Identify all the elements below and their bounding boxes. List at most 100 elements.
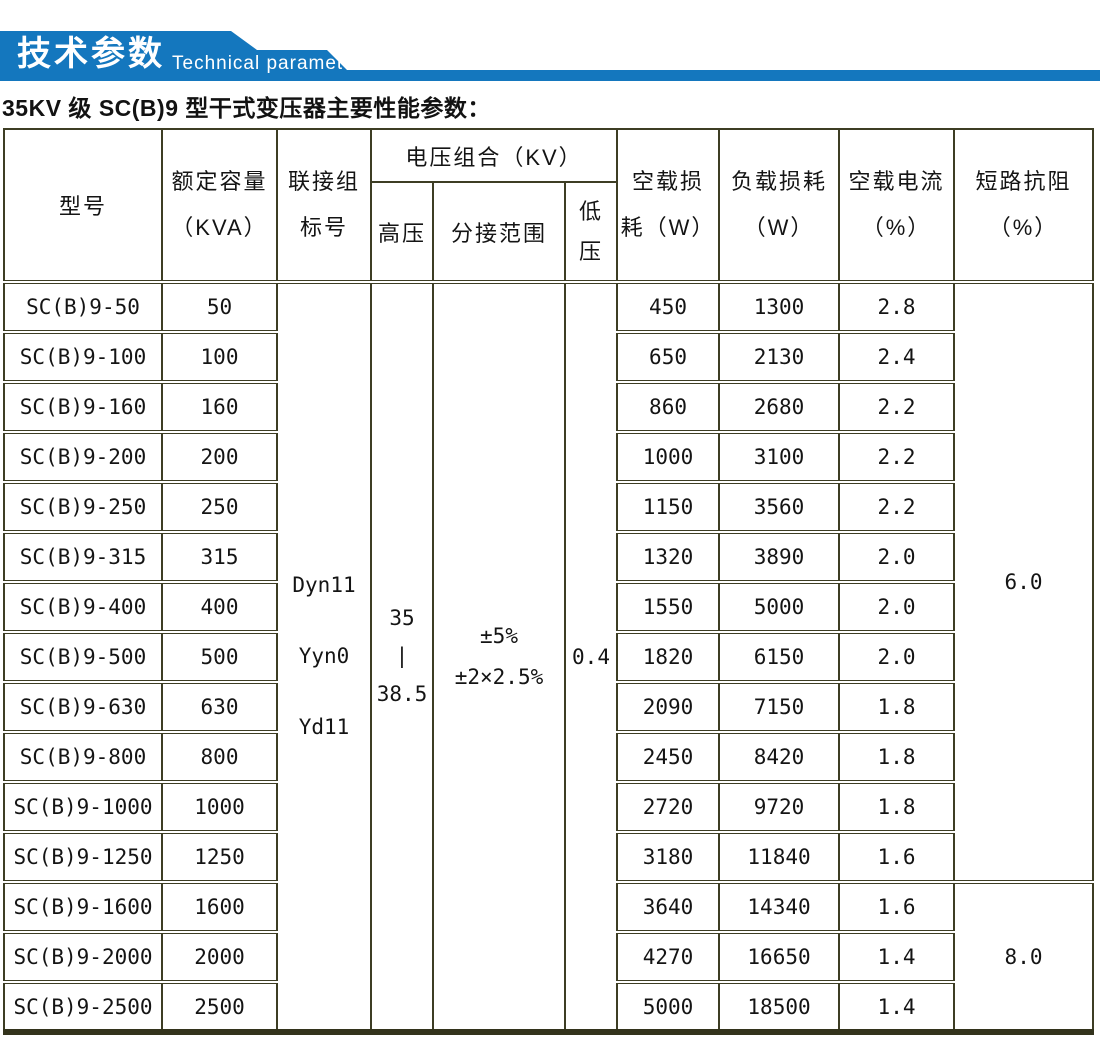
table-row: SC(B)9-50 50 Dyn11 Yyn0 Yd11 35 | 38.5 ±… bbox=[3, 280, 1095, 1034]
cell-model: SC(B)9-1600 bbox=[3, 880, 163, 934]
cell-no-load-loss: 650 bbox=[616, 330, 721, 384]
cell-no-load-current: 1.8 bbox=[838, 780, 956, 834]
cell-no-load-current: 2.8 bbox=[838, 280, 956, 334]
cell-capacity: 400 bbox=[161, 580, 278, 634]
col-header-hv-label: 高压 bbox=[377, 220, 426, 246]
cell-capacity: 250 bbox=[161, 480, 278, 534]
cell-capacity: 160 bbox=[161, 380, 278, 434]
col-header-voltage-combo: 电压组合（KV） bbox=[369, 128, 619, 183]
cell-no-load-loss: 2720 bbox=[616, 780, 721, 834]
col-header-capacity: 额定容量 （KVA） bbox=[161, 128, 278, 283]
col-header-connection: 联接组 标号 bbox=[276, 128, 372, 283]
cell-no-load-current: 2.0 bbox=[838, 630, 956, 684]
hv-value-line2: | bbox=[395, 644, 409, 668]
cell-capacity: 800 bbox=[161, 730, 278, 784]
tap-value-line1: ±5% bbox=[480, 623, 518, 648]
cell-no-load-loss: 5000 bbox=[616, 980, 721, 1034]
col-header-hv: 高压 bbox=[370, 181, 434, 283]
cell-capacity: 1000 bbox=[161, 780, 278, 834]
cell-capacity: 100 bbox=[161, 330, 278, 384]
col-header-impedance: 短路抗阻 （%） bbox=[953, 128, 1095, 283]
table-row: SC(B)9-500 500 1820 6150 2.0 bbox=[3, 630, 1093, 684]
cell-lv-voltage: 0.4 bbox=[563, 280, 619, 1034]
cell-model: SC(B)9-500 bbox=[3, 630, 163, 684]
col-header-load-loss-line1: 负载损耗 bbox=[731, 169, 828, 194]
col-header-model: 型号 bbox=[3, 128, 163, 283]
col-header-load-loss-line2: （W） bbox=[743, 215, 815, 240]
table-row: SC(B)9-1250 1250 3180 11840 1.6 bbox=[3, 830, 1093, 884]
cell-capacity: 200 bbox=[161, 430, 278, 484]
cell-no-load-current: 2.0 bbox=[838, 580, 956, 634]
hv-value-line3: 38.5 bbox=[376, 682, 428, 706]
cell-capacity: 2500 bbox=[161, 980, 278, 1034]
cell-capacity: 500 bbox=[161, 630, 278, 684]
cell-model: SC(B)9-2500 bbox=[3, 980, 163, 1034]
cell-no-load-current: 2.2 bbox=[838, 480, 956, 534]
banner: 技术参数 Technical parameter bbox=[0, 31, 1100, 81]
col-header-no-load-current-line1: 空载电流 bbox=[848, 169, 945, 194]
cell-model: SC(B)9-1250 bbox=[3, 830, 163, 884]
cell-model: SC(B)9-2000 bbox=[3, 930, 163, 984]
cell-capacity: 50 bbox=[161, 280, 278, 334]
cell-no-load-loss: 450 bbox=[616, 280, 721, 334]
cell-capacity: 315 bbox=[161, 530, 278, 584]
col-header-lv-line2: 压 bbox=[579, 238, 604, 264]
col-header-load-loss: 负载损耗 （W） bbox=[718, 128, 841, 283]
cell-model: SC(B)9-100 bbox=[3, 330, 163, 384]
cell-no-load-loss: 860 bbox=[616, 380, 721, 434]
cell-no-load-loss: 1820 bbox=[616, 630, 721, 684]
cell-connection-group: Dyn11 Yyn0 Yd11 bbox=[276, 280, 372, 1034]
banner-ribbon-shape bbox=[0, 31, 1100, 81]
col-header-no-load-current: 空载电流 （%） bbox=[838, 128, 956, 283]
cell-no-load-loss: 1320 bbox=[616, 530, 721, 584]
cell-load-loss: 2130 bbox=[718, 330, 841, 384]
cell-capacity: 630 bbox=[161, 680, 278, 734]
cell-model: SC(B)9-50 bbox=[3, 280, 163, 334]
cell-no-load-loss: 1150 bbox=[616, 480, 721, 534]
cell-no-load-current: 2.2 bbox=[838, 430, 956, 484]
cell-model: SC(B)9-160 bbox=[3, 380, 163, 434]
table-row: SC(B)9-2000 2000 4270 16650 1.4 bbox=[3, 930, 1093, 984]
cell-no-load-current: 1.8 bbox=[838, 730, 956, 784]
hv-value-line1: 35 bbox=[389, 606, 415, 630]
col-header-no-load-loss-line2: 耗（W） bbox=[620, 215, 716, 240]
cell-load-loss: 18500 bbox=[718, 980, 841, 1034]
cell-load-loss: 1300 bbox=[718, 280, 841, 334]
cell-no-load-current: 1.4 bbox=[838, 980, 956, 1034]
cell-no-load-loss: 2450 bbox=[616, 730, 721, 784]
cell-load-loss: 3890 bbox=[718, 530, 841, 584]
cell-model: SC(B)9-630 bbox=[3, 680, 163, 734]
cell-model: SC(B)9-315 bbox=[3, 530, 163, 584]
cell-load-loss: 3560 bbox=[718, 480, 841, 534]
table-row: SC(B)9-1600 1600 3640 14340 1.6 8.0 bbox=[3, 880, 1095, 1034]
col-header-voltage-combo-label: 电压组合（KV） bbox=[405, 144, 583, 170]
cell-capacity: 1250 bbox=[161, 830, 278, 884]
cell-no-load-current: 1.8 bbox=[838, 680, 956, 734]
cell-tap-range: ±5% ±2×2.5% bbox=[432, 280, 566, 1034]
cell-no-load-current: 2.0 bbox=[838, 530, 956, 584]
cell-no-load-current: 1.6 bbox=[838, 830, 956, 884]
col-header-capacity-line2: （KVA） bbox=[171, 215, 268, 240]
cell-no-load-loss: 3180 bbox=[616, 830, 721, 884]
col-header-tap-range: 分接范围 bbox=[432, 181, 566, 283]
cell-model: SC(B)9-200 bbox=[3, 430, 163, 484]
connection-value-dyn11: Dyn11 bbox=[292, 573, 356, 597]
cell-model: SC(B)9-400 bbox=[3, 580, 163, 634]
connection-value-yd11: Yd11 bbox=[298, 715, 350, 739]
cell-no-load-loss: 2090 bbox=[616, 680, 721, 734]
col-header-lv-line1: 低 bbox=[579, 198, 604, 224]
table-row: SC(B)9-1000 1000 2720 9720 1.8 bbox=[3, 780, 1093, 834]
col-header-connection-line1: 联接组 bbox=[287, 169, 360, 194]
cell-no-load-loss: 3640 bbox=[616, 880, 721, 934]
cell-impedance-group-1: 6.0 bbox=[953, 280, 1095, 884]
cell-load-loss: 9720 bbox=[718, 780, 841, 834]
cell-model: SC(B)9-250 bbox=[3, 480, 163, 534]
cell-load-loss: 11840 bbox=[718, 830, 841, 884]
header-row-2: 高压 分接范围 低 压 bbox=[4, 181, 1093, 283]
cell-no-load-loss: 4270 bbox=[616, 930, 721, 984]
col-header-no-load-loss: 空载损 耗（W） bbox=[616, 128, 721, 283]
table-row: SC(B)9-800 800 2450 8420 1.8 bbox=[3, 730, 1093, 784]
spec-table: 型号 额定容量 （KVA） 联接组 标号 电压组合（KV） 空载损 bbox=[3, 128, 1095, 1035]
tap-value-line2: ±2×2.5% bbox=[454, 664, 544, 689]
col-header-impedance-line1: 短路抗阻 bbox=[975, 169, 1072, 194]
